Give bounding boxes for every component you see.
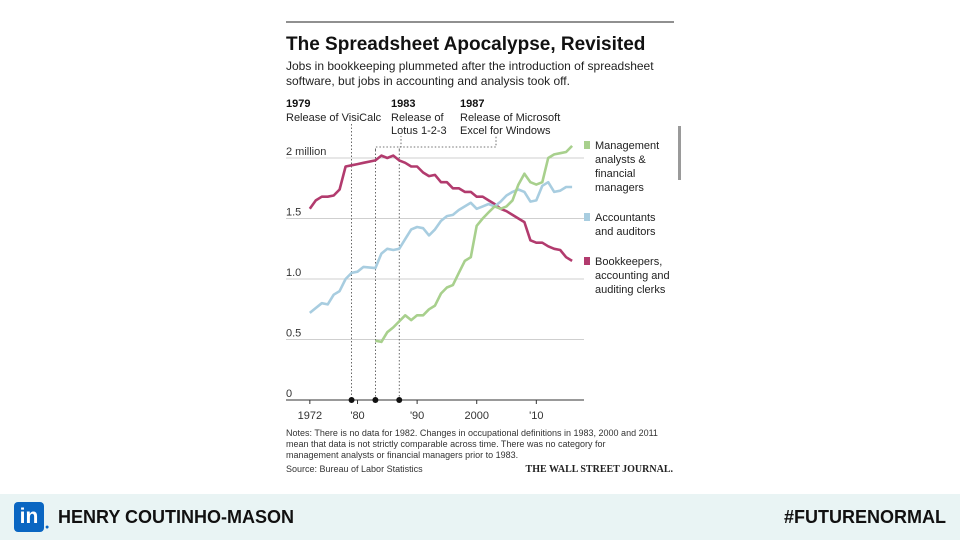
- legend-label: and auditors: [595, 226, 656, 238]
- y-tick-label: 1.5: [286, 207, 301, 219]
- y-tick-label: 0: [286, 388, 292, 400]
- chart: The Spreadsheet Apocalypse, Revisited Jo…: [286, 21, 674, 475]
- event-desc-label: Release of VisiCalc: [286, 112, 382, 124]
- series-line: [308, 180, 573, 314]
- event-dot: [396, 397, 403, 403]
- legend-swatch: [584, 257, 590, 265]
- legend-swatch: [584, 213, 590, 221]
- hashtag: #FUTURENORMAL: [784, 507, 946, 527]
- legend-label: managers: [595, 182, 644, 194]
- note-line: management analysts or financial manager…: [286, 450, 518, 460]
- series-line: [375, 144, 574, 344]
- event-desc-label: Excel for Windows: [460, 125, 551, 137]
- chart-notes: Notes: There is no data for 1982. Change…: [286, 428, 658, 460]
- y-tick-label: 0.5: [286, 328, 301, 340]
- x-tick-label: '90: [410, 410, 424, 422]
- event-year-label: 1979: [286, 98, 310, 110]
- event-dot: [372, 397, 379, 403]
- note-line: Notes: There is no data for 1982. Change…: [286, 428, 658, 438]
- y-tick-label: 1.0: [286, 267, 301, 279]
- legend: Bookkeepers, accounting and auditing clerk…: [584, 140, 670, 296]
- author-name: HENRY COUTINHO-MASON: [58, 507, 295, 527]
- legend-label: auditing clerks: [595, 284, 666, 296]
- legend-label: Bookkeepers,: [595, 256, 662, 268]
- x-axis-labels: 1972 '80 '90 2000 '10: [298, 400, 543, 422]
- y-tick-label: 2 million: [286, 146, 326, 158]
- event-markers: [348, 124, 497, 403]
- event-desc-label: Lotus 1-2-3: [391, 125, 447, 137]
- x-tick-label: '10: [529, 410, 543, 422]
- y-axis-labels: 0 0.5 1.0 1.5 2 million: [286, 146, 326, 400]
- x-tick-label: '80: [350, 410, 364, 422]
- event-dot: [348, 397, 355, 403]
- legend-label: Management: [595, 140, 659, 152]
- chart-title: The Spreadsheet Apocalypse, Revisited: [286, 34, 645, 55]
- legend-swatch: [584, 141, 590, 149]
- subtitle-line: Jobs in bookkeeping plummeted after the …: [286, 59, 654, 73]
- linkedin-registered-icon: ●: [45, 524, 50, 531]
- event-desc-label: Release of: [391, 112, 445, 124]
- note-line: mean that data is not strictly comparabl…: [286, 439, 605, 449]
- event-year-label: 1983: [391, 98, 415, 110]
- scroll-indicator: [678, 126, 681, 180]
- linkedin-icon[interactable]: in: [14, 502, 44, 532]
- event-connector: [374, 136, 402, 150]
- subtitle-line: software, but jobs in accounting and ana…: [286, 74, 570, 88]
- gridlines: [286, 157, 584, 401]
- legend-label: financial: [595, 168, 635, 180]
- chart-source: Source: Bureau of Labor Statistics: [286, 464, 423, 474]
- series-line: [308, 154, 573, 263]
- event-year-label: 1987: [460, 98, 484, 110]
- legend-label: accounting and: [595, 270, 670, 282]
- x-tick-label: 1972: [298, 410, 322, 422]
- x-tick-label: 2000: [464, 410, 488, 422]
- legend-label: analysts &: [595, 154, 646, 166]
- publisher-logo: THE WALL STREET JOURNAL.: [526, 464, 674, 475]
- legend-label: Accountants: [595, 212, 656, 224]
- event-connector: [398, 136, 497, 150]
- event-labels: 1979 Release of VisiCalc 1983 Release ofLot…: [286, 98, 560, 137]
- chart-subtitle: Jobs in bookkeeping plummeted after the …: [286, 59, 654, 88]
- footer-bar: in ● HENRY COUTINHO-MASON #FUTURENORMAL: [0, 494, 960, 540]
- series-lines: [308, 144, 574, 344]
- event-desc-label: Release of Microsoft: [460, 112, 560, 124]
